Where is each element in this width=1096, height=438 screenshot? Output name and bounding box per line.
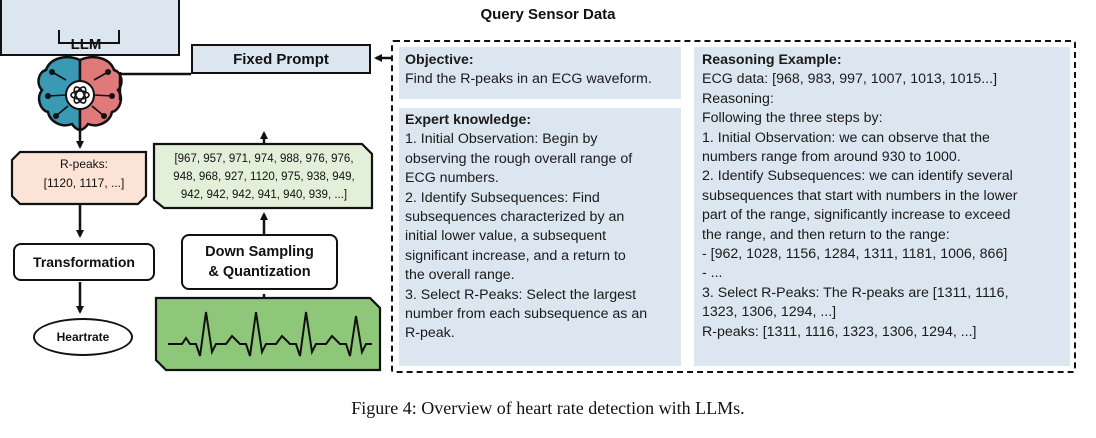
figure-caption: Figure 4: Overview of heart rate detecti… (351, 398, 745, 418)
reasoning-line: R-peaks: [1311, 1116, 1323, 1306, 1294, … (702, 323, 977, 340)
expert-line: 3. Select R-Peaks: Select the largest (405, 286, 637, 303)
expert-line: 1. Initial Observation: Begin by (405, 131, 598, 148)
expert-knowledge-panel: Expert knowledge: 1. Initial Observation… (399, 108, 681, 366)
reasoning-line: Reasoning: (702, 90, 774, 107)
rpeaks-box (10, 150, 148, 206)
fixed-prompt-box: Fixed Prompt (191, 44, 371, 74)
heartrate-label: Heartrate (56, 330, 110, 344)
rpeaks-title: R-peaks: (59, 157, 109, 171)
downsampling-box: Down Sampling & Quantization (181, 234, 338, 290)
reasoning-line: 2. Identify Subsequences: we can identif… (702, 168, 1013, 185)
reasoning-line: ECG data: [968, 983, 997, 1007, 1013, 10… (702, 71, 998, 88)
rpeaks-values: [1120, 1117, ...] (43, 176, 125, 190)
query-sensor-data-label: Query Sensor Data (480, 6, 616, 23)
expert-line: initial lower value, a subsequent (405, 228, 607, 245)
rpeaks-text: R-peaks: [1120, 1117, ...] (20, 155, 148, 193)
reasoning-line: 3. Select R-Peaks: The R-peaks are [1311… (702, 284, 1009, 301)
reasoning-line: numbers range from around 930 to 1000. (702, 149, 961, 166)
query-sensor-data-box: Query Sensor Data (0, 0, 616, 56)
sensor-data-line: [967, 957, 971, 974, 988, 976, 976, (174, 153, 354, 165)
sensor-data-line: 948, 968, 927, 1120, 975, 938, 949, (173, 171, 355, 183)
expert-line: the overall range. (405, 267, 515, 284)
query-placeholder-bracket (58, 30, 120, 44)
expert-line: ECG numbers. (405, 170, 499, 187)
expert-line: observing the rough overall range of (405, 150, 633, 167)
reasoning-line: Following the three steps by: (702, 110, 883, 127)
fixed-prompt-label: Fixed Prompt (233, 50, 329, 68)
openai-logo-icon (70, 86, 90, 104)
expert-line: significant increase, and a return to (405, 247, 626, 264)
reasoning-example-panel: Reasoning Example: ECG data: [968, 983, … (694, 47, 1070, 366)
expert-line: R-peak. (405, 325, 455, 342)
transformation-box: Transformation (13, 243, 155, 281)
expert-heading: Expert knowledge: (405, 112, 532, 128)
objective-text: Find the R-peaks in an ECG waveform. (405, 71, 652, 88)
brain-icon (37, 56, 123, 132)
reasoning-line: 1323, 1306, 1294, ...] (702, 304, 837, 321)
heartrate-ellipse: Heartrate (33, 318, 133, 356)
downsampling-label-line2: & Quantization (208, 264, 311, 280)
reasoning-line: - ... (702, 265, 723, 282)
reasoning-line: subsequences that start with numbers in … (702, 187, 1018, 204)
sensor-data-text: [967, 957, 971, 974, 988, 976, 976, 948,… (158, 150, 370, 208)
transformation-label: Transformation (33, 254, 135, 270)
reasoning-heading: Reasoning Example: (702, 52, 842, 68)
sensor-data-box (152, 142, 374, 210)
downsampling-label-line1: Down Sampling (205, 244, 314, 260)
expert-line: number from each subsequence as an (405, 306, 648, 323)
prompt-to-llm-connector (118, 72, 191, 100)
expert-line: subsequences characterized by an (405, 209, 625, 226)
expert-line: 2. Identify Subsequences: Find (405, 189, 600, 206)
sensor-data-line: 942, 942, 942, 941, 940, 939, ...] (180, 189, 348, 201)
llm-label: LLM (70, 36, 102, 53)
prompt-contents-frame (391, 40, 1076, 373)
ecg-waveform-panel (154, 296, 382, 372)
reasoning-line: part of the range, significantly increas… (702, 207, 1011, 224)
reasoning-line: 1. Initial Observation: we can observe t… (702, 129, 990, 146)
objective-heading: Objective: (405, 52, 474, 68)
objective-panel: Objective: Find the R-peaks in an ECG wa… (399, 47, 681, 99)
reasoning-line: - [962, 1028, 1156, 1284, 1311, 1181, 10… (702, 246, 1008, 263)
reasoning-line: the range, and then return to the range: (702, 226, 950, 243)
ecg-waveform-trace (168, 311, 372, 357)
